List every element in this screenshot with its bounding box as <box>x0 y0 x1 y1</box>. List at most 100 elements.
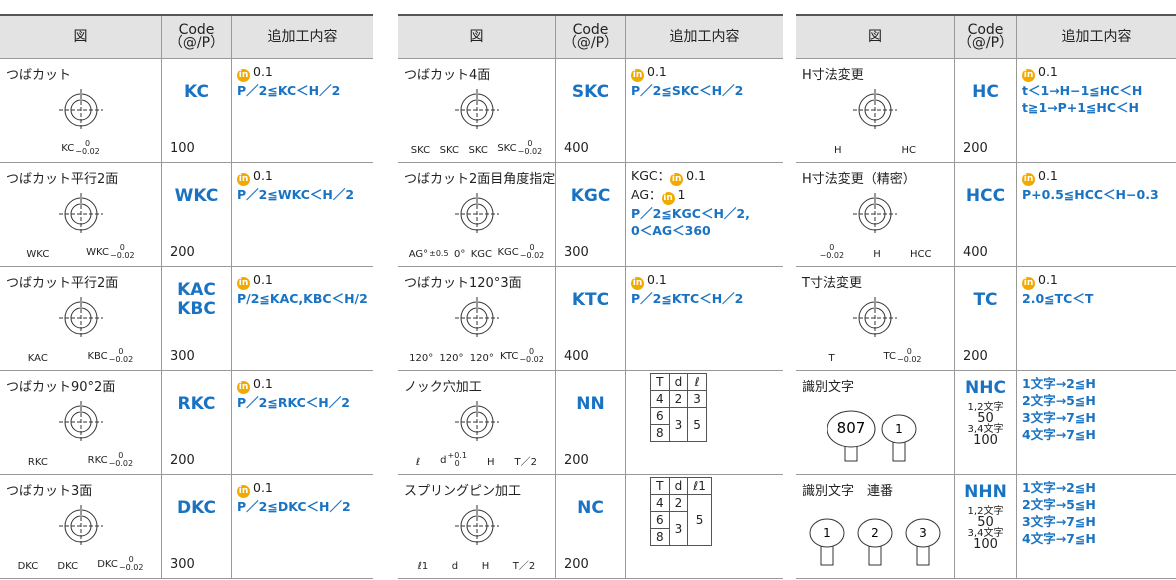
figure-cell: つばカット2面目角度指定 AG° ±0.5 0° KGC KGC 0 −0.02 <box>398 163 556 267</box>
content-line: P／2≦KC＜H／2 <box>237 82 340 99</box>
table: 図 Code （@/P） 追加工内容 つばカット KC 0 −0.02 KC 100 in 0.1 P／… <box>0 14 373 579</box>
code: KGC <box>556 187 625 206</box>
tolerance-value: −0.02 <box>75 147 100 156</box>
tolerance-value: −0.02 <box>519 355 544 364</box>
figure-shape <box>868 543 882 566</box>
dimension-text: HC <box>901 145 916 156</box>
tolerance-value: 0 <box>128 555 134 564</box>
content-text: 3文字→7≦H <box>1022 514 1096 529</box>
content-cell: in 0.1 P+0.5≦HCC＜H−0.3 <box>1017 163 1176 267</box>
dimension-label: HC <box>901 145 916 156</box>
price-note: 1,2文字 <box>967 402 1004 413</box>
content-text: 1文字→2≦H <box>1022 376 1096 391</box>
price-note: 100 <box>973 537 998 552</box>
figure-shape <box>881 414 917 444</box>
content-text: 0.1 <box>647 272 667 287</box>
dimension-label: 120° <box>409 353 433 364</box>
dimension-text: RKC <box>87 455 108 466</box>
tolerance-value: −0.02 <box>517 147 543 156</box>
figure-drawing: 807 1 <box>827 410 917 462</box>
code: KAC KBC <box>162 281 231 319</box>
content: in 0.1 P／2≦WKC＜H／2 <box>237 167 354 203</box>
figure-labels: WKC WKC 0 −0.02 <box>8 244 153 261</box>
price: 400 <box>564 141 589 156</box>
icon: in <box>237 277 250 290</box>
figure: ℓ1 d H T／2 <box>406 501 547 574</box>
content-text: 0.1 <box>253 168 273 183</box>
content-text: 0.1 <box>1038 168 1058 183</box>
header-text: （@/P） <box>957 35 1014 51</box>
dimension-text: d <box>451 561 459 572</box>
content-text: P／2≦KGC＜H／2, <box>631 206 750 221</box>
content-text: 0＜AG＜360 <box>631 223 711 238</box>
figure: ℓ d +0.1 0 H T／2 <box>406 397 547 470</box>
figure-cell: 識別文字 連番 1 2 3 <box>796 475 955 579</box>
dimension-label: KBC 0 −0.02 <box>87 348 133 364</box>
price: 200 <box>170 245 195 260</box>
dimension-label: d +0.1 0 <box>440 452 467 468</box>
tolerance: +0.1 0 <box>448 452 467 468</box>
code-text: SKC <box>571 82 610 102</box>
header-text: 図 <box>73 28 88 45</box>
figure-drawing <box>853 193 897 235</box>
figure-labels: KC 0 −0.02 <box>8 140 153 156</box>
dimension-label: 120° <box>470 353 494 364</box>
tolerance: 0 −0.02 <box>518 140 543 156</box>
dimension-label: KC 0 −0.02 <box>61 140 100 156</box>
figure-shape <box>809 518 845 548</box>
content-prefix: AG： <box>631 187 662 202</box>
figure-title: つばカット120°3面 <box>404 276 522 291</box>
figure-title: つばカット3面 <box>6 484 93 499</box>
content-text: 0.1 <box>647 64 667 79</box>
content-cell: in 0.1 P／2≦RKC＜H／2 <box>232 371 373 475</box>
content-line: 2文字→5≦H <box>1022 496 1096 513</box>
dimension-text: T／2 <box>512 561 536 572</box>
tolerance: 0 −0.02 <box>519 348 544 364</box>
dimension-label: d <box>452 561 458 572</box>
dimension-text: KAC <box>27 353 48 364</box>
header-cell: 追加工内容 <box>626 16 783 59</box>
dimension-label: RKC 0 −0.02 <box>88 452 133 468</box>
dimension-text: T／2 <box>514 457 537 468</box>
badge-text: 2 <box>871 526 879 540</box>
figure-drawing <box>58 89 103 131</box>
dimension-text: SKC <box>410 145 431 156</box>
content-text: 0.1 <box>253 480 273 495</box>
content-line: in 0.1 <box>631 271 743 290</box>
tolerance: 0 −0.02 <box>897 348 922 364</box>
content-text: 1 <box>677 187 686 202</box>
dimension-label: AG° ±0.5 <box>409 249 449 260</box>
header-text: Code <box>178 22 215 38</box>
figure-cell: つばカット4面 SKC SKC SKC SKC 0 −0.02 <box>398 59 556 163</box>
tolerance-value: 0 <box>829 243 835 252</box>
dimension-label: KGC <box>471 249 492 260</box>
header-cell: Code （@/P） <box>162 16 232 59</box>
tolerance-value: 0 <box>529 243 535 252</box>
icon: in <box>1022 173 1035 186</box>
figure-drawing <box>58 401 103 443</box>
code-cell: KGC 300 <box>556 163 626 267</box>
price-note: 3,4文字 <box>967 528 1004 539</box>
code: KTC <box>556 291 625 310</box>
header-text: Code <box>572 22 609 38</box>
spec-header: T <box>650 477 670 495</box>
code: KC <box>162 83 231 102</box>
figure-title: つばカット <box>6 68 72 83</box>
dimension-text: H <box>833 145 842 156</box>
dimension-label: WKC <box>26 249 49 260</box>
figure-cell: ノック穴加工 ℓ d +0.1 0 H T／2 <box>398 371 556 475</box>
figure-labels: 120° 120° 120° KTC 0 −0.02 <box>406 348 547 365</box>
icon: in <box>670 173 684 186</box>
content-text: 1文字→2≦H <box>1022 480 1096 495</box>
tolerance: 0 −0.02 <box>109 348 134 364</box>
figure-labels: AG° ±0.5 0° KGC KGC 0 −0.02 <box>406 243 547 261</box>
icon: in <box>661 192 675 205</box>
content-text: P/2≦KAC,KBC＜H/2 <box>237 291 368 306</box>
dimension-text: SKC <box>468 145 488 156</box>
tolerance: ±0.5 <box>429 250 448 258</box>
header-cell: Code （@/P） <box>955 16 1017 59</box>
figure-drawing <box>58 193 103 235</box>
price: 300 <box>170 349 195 364</box>
